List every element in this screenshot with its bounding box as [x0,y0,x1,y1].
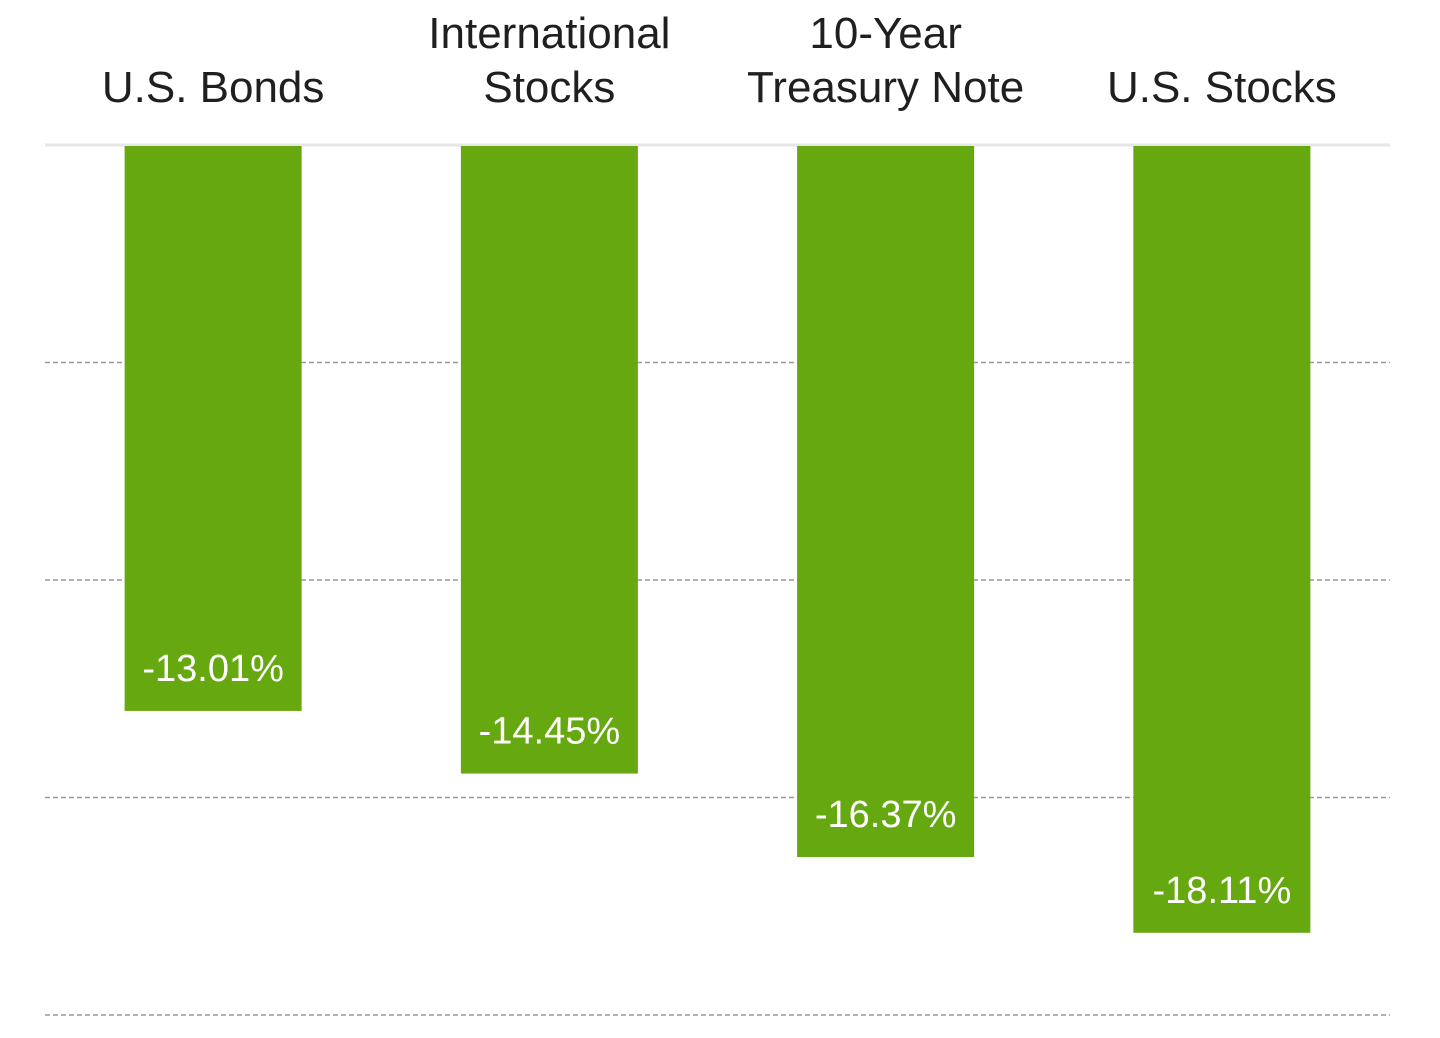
bar-layer [124,146,1311,933]
category-label-2-line-1: Treasury Note [747,63,1024,112]
value-label-2: -16.37% [815,794,957,836]
category-label-1-line-0: International [428,9,670,58]
category-label-1-line-1: Stocks [483,63,615,112]
category-label-2-line-0: 10-Year [809,9,962,58]
bar-0 [124,146,302,711]
value-label-0: -13.01% [142,648,284,690]
value-label-1: -14.45% [479,711,621,753]
category-label-0-line-0: U.S. Bonds [102,63,325,112]
bar-1 [460,146,638,774]
category-label-layer: U.S. Bonds International Stocks 10-Year Trea… [102,9,1337,112]
value-label-3: -18.11% [1153,870,1292,912]
bar-3 [1133,146,1311,933]
bar-2 [797,146,975,858]
value-label-layer: -13.01% -14.45% -16.37% -18.11% [142,648,1291,912]
category-label-3-line-0: U.S. Stocks [1107,63,1337,112]
